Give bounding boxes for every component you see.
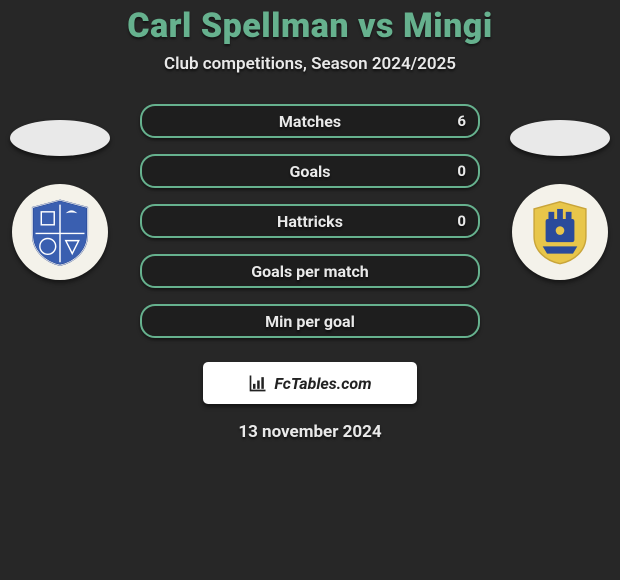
stat-row: Goals per match: [140, 254, 480, 288]
stat-label: Goals: [290, 162, 331, 181]
shield-icon: [524, 196, 596, 268]
shield-icon: [24, 196, 96, 268]
player-left-avatar[interactable]: [10, 120, 110, 156]
stats-list: Matches 6 Goals 0 Hattricks 0 Goals per …: [140, 104, 480, 338]
stat-label: Min per goal: [265, 312, 355, 331]
stat-label: Goals per match: [251, 262, 369, 281]
player-right-crest[interactable]: [512, 184, 608, 280]
stat-row: Min per goal: [140, 304, 480, 338]
stat-row: Hattricks 0: [140, 204, 480, 238]
snapshot-date: 13 november 2024: [238, 422, 381, 442]
stat-label: Matches: [279, 112, 341, 131]
player-right: [510, 120, 610, 280]
brand-text: FcTables.com: [274, 374, 371, 393]
brand-badge[interactable]: FcTables.com: [203, 362, 417, 404]
stat-label: Hattricks: [277, 212, 343, 231]
page-title: Carl Spellman vs Mingi: [127, 6, 492, 46]
stat-right-value: 6: [457, 112, 466, 130]
page-subtitle: Club competitions, Season 2024/2025: [164, 54, 456, 74]
stat-row: Matches 6: [140, 104, 480, 138]
stat-right-value: 0: [457, 212, 466, 230]
stat-right-value: 0: [457, 162, 466, 180]
player-right-avatar[interactable]: [510, 120, 610, 156]
stat-row: Goals 0: [140, 154, 480, 188]
player-left-crest[interactable]: [12, 184, 108, 280]
player-left: [10, 120, 110, 280]
chart-icon: [248, 373, 268, 393]
